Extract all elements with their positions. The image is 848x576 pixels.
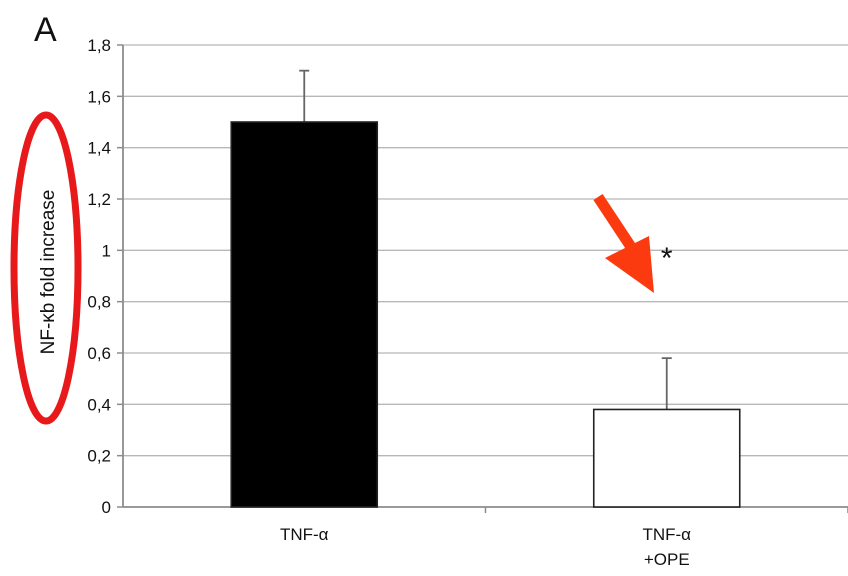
y-tick-label: 1	[102, 241, 111, 260]
highlight-circle	[10, 111, 82, 425]
bar	[592, 408, 741, 508]
y-tick-label: 0,4	[87, 395, 111, 414]
labels: 0 0,2 0,4 0,6 0,8 1 1,2 1,4 1,6 1,8 TNF-α TNF-α +OPE…	[38, 36, 691, 569]
y-tick-label: 1,2	[87, 190, 111, 209]
y-tick-label: 0,2	[87, 447, 111, 466]
annotations	[10, 111, 654, 425]
y-tick-label: 1,4	[87, 139, 111, 158]
y-tick-label: 0,6	[87, 344, 111, 363]
y-tick-label: 0	[102, 498, 111, 517]
y-tick-label: 0,8	[87, 293, 111, 312]
x-tick-label: TNF-α	[280, 525, 329, 544]
y-axis-label: NF-κb fold increase	[38, 190, 59, 355]
panel-label: A	[34, 11, 57, 49]
bar	[230, 121, 379, 508]
y-tick-label: 1,6	[87, 87, 111, 106]
arrow-head	[605, 236, 654, 293]
y-tick-label: 1,8	[87, 36, 111, 55]
x-tick-label: TNF-α	[642, 525, 691, 544]
bars	[230, 69, 741, 508]
arrow-down-left-icon	[593, 193, 654, 293]
significance-marker: *	[661, 242, 673, 275]
x-tick-label: +OPE	[644, 550, 690, 569]
